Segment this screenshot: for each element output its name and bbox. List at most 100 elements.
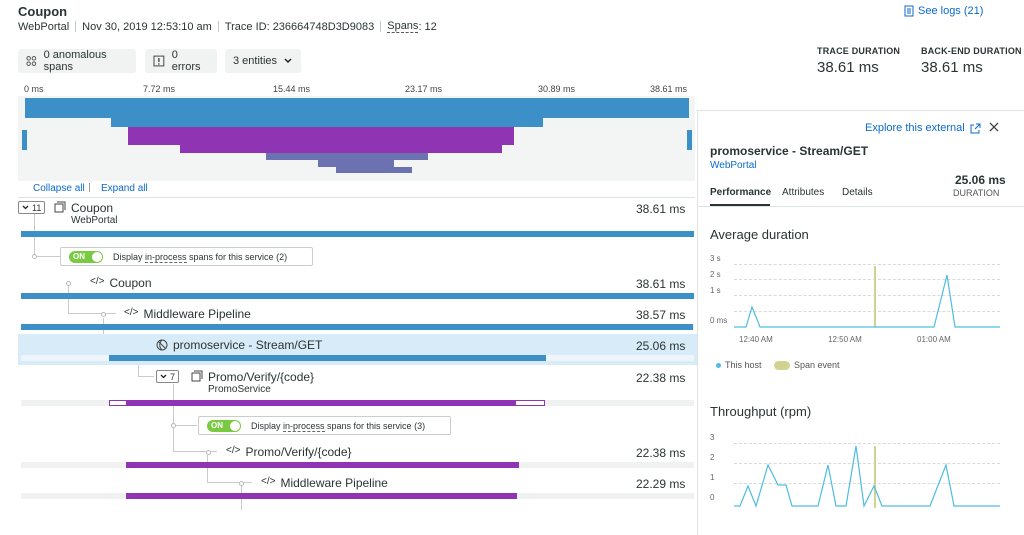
legend-span-event[interactable]: Span event bbox=[774, 360, 840, 370]
tab-attributes[interactable]: Attributes bbox=[782, 187, 825, 198]
span-bar[interactable] bbox=[109, 355, 546, 361]
see-logs-link[interactable]: See logs (21) bbox=[904, 5, 983, 17]
service-icon bbox=[191, 370, 203, 382]
span-name[interactable]: Promo/Verify/{code} bbox=[208, 370, 315, 384]
y-tick-label: 0 bbox=[710, 493, 715, 502]
backend-duration-label: BACK-END DURATION bbox=[921, 46, 1022, 56]
span-name: Coupon bbox=[109, 276, 152, 290]
expand-toggle[interactable]: 11 bbox=[18, 201, 46, 214]
chevron-down-icon bbox=[284, 58, 292, 64]
globe-icon bbox=[156, 339, 168, 351]
anomalous-spans-filter[interactable]: 0 anomalous spans bbox=[18, 49, 136, 73]
app-name: WebPortal bbox=[18, 20, 70, 33]
close-icon[interactable] bbox=[989, 122, 999, 132]
panel-duration-label: DURATION bbox=[953, 188, 1000, 198]
toggle-text-pre: Display bbox=[251, 420, 284, 431]
toggle-text-post: spans for this service (2) bbox=[186, 251, 288, 262]
x-tick-label: 12:40 AM bbox=[739, 335, 773, 344]
span-bar[interactable] bbox=[21, 324, 694, 330]
span-name: Middleware Pipeline bbox=[143, 307, 251, 321]
minimap-span bbox=[266, 153, 428, 160]
span-name: Promo/Verify/{code} bbox=[245, 445, 352, 459]
errors-label: 0 errors bbox=[171, 49, 201, 73]
see-logs-label: See logs (21) bbox=[918, 5, 984, 17]
backend-duration-stat: BACK-END DURATION 38.61 ms bbox=[921, 46, 1022, 76]
span-bar[interactable] bbox=[21, 231, 694, 237]
y-tick-label: 1 bbox=[710, 473, 715, 482]
trace-duration-stat: TRACE DURATION 38.61 ms bbox=[817, 46, 900, 76]
legend-this-host[interactable]: This host bbox=[716, 360, 762, 370]
toggle-state: ON bbox=[73, 252, 85, 261]
span-name[interactable]: promoservice - Stream/GET bbox=[173, 338, 323, 352]
span-bar[interactable] bbox=[21, 293, 694, 299]
backend-duration-value: 38.61 ms bbox=[921, 59, 983, 76]
grid-line bbox=[734, 443, 1000, 444]
span-duration: 25.06 ms bbox=[636, 339, 686, 353]
tab-details[interactable]: Details bbox=[842, 187, 873, 198]
span-bar[interactable] bbox=[125, 493, 517, 499]
minimap-right-handle[interactable] bbox=[687, 130, 692, 150]
span-row[interactable]: </> Middleware Pipeline bbox=[124, 307, 251, 321]
minimap-span bbox=[128, 136, 514, 145]
grid-line bbox=[734, 483, 1000, 484]
minimap-span bbox=[180, 145, 502, 153]
span-duration: 22.29 ms bbox=[636, 477, 686, 491]
tree-connector bbox=[207, 455, 208, 482]
span-service: PromoService bbox=[208, 384, 271, 395]
expand-all-link[interactable]: Expand all bbox=[101, 183, 148, 194]
explore-external-link[interactable]: Explore this external bbox=[865, 122, 981, 134]
legend-label: This host bbox=[725, 360, 762, 370]
anomalous-label: 0 anomalous spans bbox=[43, 49, 107, 73]
toggle-text: Display in-process spans for this servic… bbox=[251, 420, 426, 432]
span-event-marker bbox=[874, 266, 876, 327]
in-process-toggle[interactable]: ON bbox=[207, 419, 241, 432]
divider bbox=[698, 206, 1024, 207]
x-tick-label: 12:50 AM bbox=[828, 335, 862, 344]
span-bar[interactable] bbox=[125, 462, 520, 468]
minimap-span bbox=[111, 118, 543, 127]
tab-performance[interactable]: Performance bbox=[710, 187, 772, 198]
toggle-text: Display in-process spans for this servic… bbox=[113, 251, 288, 263]
tree-connector bbox=[173, 384, 174, 451]
in-process-toggle-row: ON Display in-process spans for this ser… bbox=[60, 247, 313, 266]
span-detail-panel bbox=[697, 110, 1024, 535]
tree-connector bbox=[207, 482, 252, 483]
panel-duration-value: 25.06 ms bbox=[955, 173, 1006, 187]
errors-filter[interactable]: 0 errors bbox=[145, 49, 217, 73]
entities-label: 3 entities bbox=[233, 55, 278, 67]
trace-duration-value: 38.61 ms bbox=[817, 59, 879, 76]
toggle-text-link: in-process bbox=[283, 420, 325, 432]
tree-connector bbox=[68, 313, 116, 314]
toggle-text-pre: Display bbox=[113, 251, 146, 262]
collapse-all-link[interactable]: Collapse all bbox=[33, 183, 85, 194]
active-tab-indicator bbox=[710, 204, 770, 206]
span-event-marker bbox=[874, 446, 876, 508]
tree-node-dot bbox=[239, 481, 244, 486]
entities-dropdown[interactable]: 3 entities bbox=[225, 49, 301, 73]
y-tick-label: 2 bbox=[710, 453, 715, 462]
minimap-left-handle[interactable] bbox=[22, 130, 27, 150]
span-row[interactable]: </> Promo/Verify/{code} bbox=[226, 445, 352, 459]
panel-subtitle-link[interactable]: WebPortal bbox=[710, 160, 757, 171]
service-icon bbox=[54, 201, 66, 213]
throughput-line bbox=[734, 445, 1000, 509]
trace-date: Nov 30, 2019 12:53:10 am bbox=[82, 20, 212, 33]
tree-node-dot bbox=[32, 254, 37, 259]
in-process-toggle[interactable]: ON bbox=[69, 250, 103, 263]
toggle-text-post: spans for this service (3) bbox=[324, 420, 426, 431]
expand-toggle[interactable]: 7 bbox=[156, 370, 180, 383]
tick-label: 38.61 ms bbox=[650, 84, 688, 94]
grid-line bbox=[734, 463, 1000, 464]
span-bar[interactable] bbox=[126, 400, 516, 406]
span-row[interactable]: </> Middleware Pipeline bbox=[261, 476, 388, 490]
divider bbox=[217, 21, 219, 32]
avg-duration-line bbox=[734, 274, 1000, 328]
trace-meta: WebPortal Nov 30, 2019 12:53:10 am Trace… bbox=[18, 20, 437, 33]
trace-minimap[interactable] bbox=[18, 96, 695, 181]
code-icon: </> bbox=[226, 445, 241, 456]
legend-label: Span event bbox=[794, 360, 840, 370]
y-tick-label: 3 bbox=[710, 433, 715, 442]
span-row[interactable]: </> Coupon bbox=[90, 276, 152, 290]
span-name[interactable]: Coupon bbox=[71, 201, 114, 215]
tree-connector bbox=[173, 425, 197, 426]
